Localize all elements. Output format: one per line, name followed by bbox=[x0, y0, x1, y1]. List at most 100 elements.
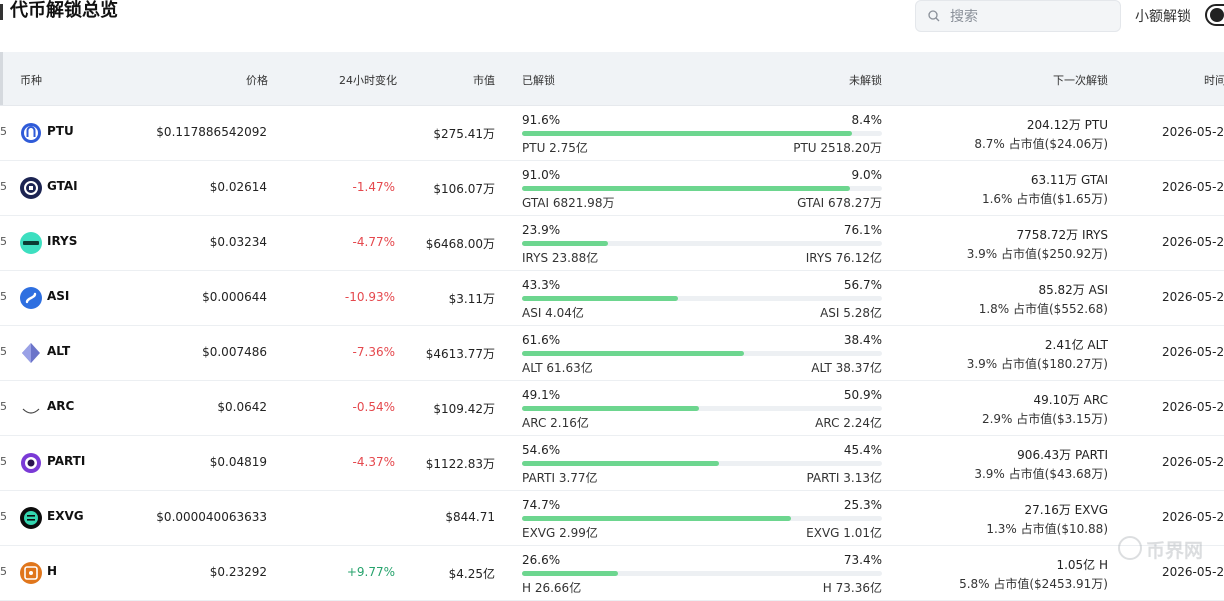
row-stub: 5 bbox=[0, 565, 7, 578]
locked-percent: 50.9% bbox=[843, 388, 882, 402]
unlock-time: 2026-05-25 bbox=[1162, 455, 1224, 469]
parti-logo-icon bbox=[20, 452, 42, 474]
change-24h: -4.37% bbox=[352, 455, 395, 469]
unlocked-amount: PARTI 3.77亿 bbox=[522, 471, 598, 485]
coin-symbol[interactable]: EXVG bbox=[47, 509, 84, 523]
locked-amount: EXVG 1.01亿 bbox=[806, 526, 882, 540]
ptu-logo-icon bbox=[20, 122, 42, 144]
unlock-progress-bar bbox=[522, 461, 882, 466]
locked-amount: H 73.36亿 bbox=[822, 581, 882, 595]
coin-symbol[interactable]: GTAI bbox=[47, 179, 78, 193]
locked-amount: PARTI 3.13亿 bbox=[806, 471, 882, 485]
market-cap: $106.07万 bbox=[433, 182, 495, 196]
market-cap: $6468.00万 bbox=[425, 237, 495, 251]
locked-amount: IRYS 76.12亿 bbox=[805, 251, 882, 265]
unlocked-percent: 54.6% bbox=[522, 443, 561, 457]
table-row[interactable]: 5 ASI $0.000644 -10.93% $3.11万 43.3% 56.… bbox=[0, 271, 1224, 326]
unlocked-percent: 74.7% bbox=[522, 498, 561, 512]
unlock-progress-bar bbox=[522, 351, 882, 356]
table-row[interactable]: 5 ALT $0.007486 -7.36% $4613.77万 61.6% 3… bbox=[0, 326, 1224, 381]
coin-symbol[interactable]: ALT bbox=[47, 344, 71, 358]
unlock-progress-fill bbox=[522, 571, 618, 576]
search-icon bbox=[928, 10, 940, 22]
unlocked-amount: ARC 2.16亿 bbox=[522, 416, 589, 430]
market-cap: $4613.77万 bbox=[425, 347, 495, 361]
irys-logo-icon bbox=[20, 232, 42, 254]
unlocked-percent: 49.1% bbox=[522, 388, 561, 402]
locked-amount: ALT 38.37亿 bbox=[811, 361, 882, 375]
row-stub: 5 bbox=[0, 345, 7, 358]
table-row[interactable]: 5 EXVG $0.000040063633 $844.71 74.7% 25.… bbox=[0, 491, 1224, 546]
small-unlock-toggle[interactable] bbox=[1205, 4, 1224, 26]
unlock-time: 2026-05-25 bbox=[1162, 125, 1224, 139]
coin-symbol[interactable]: PARTI bbox=[47, 454, 86, 468]
coin-symbol[interactable]: PTU bbox=[47, 124, 74, 138]
unlocked-amount: PTU 2.75亿 bbox=[522, 141, 588, 155]
table-row[interactable]: 5 ARC $0.0642 -0.54% $109.42万 49.1% 50.9… bbox=[0, 381, 1224, 436]
change-24h: -10.93% bbox=[344, 290, 395, 304]
unlock-progress-bar bbox=[522, 406, 882, 411]
change-24h: -7.36% bbox=[352, 345, 395, 359]
table-row[interactable]: 5 IRYS $0.03234 -4.77% $6468.00万 23.9% 7… bbox=[0, 216, 1224, 271]
market-cap: $4.25亿 bbox=[448, 567, 495, 581]
col-market-cap[interactable]: 市值 bbox=[473, 74, 495, 87]
next-unlock-amount: 49.10万 ARC bbox=[1033, 393, 1109, 407]
search-input[interactable] bbox=[948, 5, 1112, 29]
change-24h: -1.47% bbox=[352, 180, 395, 194]
col-next-unlock[interactable]: 下一次解锁 bbox=[1053, 74, 1108, 87]
price: $0.03234 bbox=[209, 235, 267, 249]
table-row[interactable]: 5 PARTI $0.04819 -4.37% $1122.83万 54.6% … bbox=[0, 436, 1224, 491]
exvg-logo-icon bbox=[20, 507, 42, 529]
unlocked-percent: 91.0% bbox=[522, 168, 561, 182]
coin-symbol[interactable]: H bbox=[47, 564, 58, 578]
table-row[interactable]: 5 PTU $0.117886542092 $275.41万 91.6% 8.4… bbox=[0, 106, 1224, 161]
market-cap: $1122.83万 bbox=[425, 457, 495, 471]
col-coin[interactable]: 币种 bbox=[20, 74, 42, 87]
col-price[interactable]: 价格 bbox=[246, 74, 268, 87]
table-row[interactable]: 5 H $0.23292 +9.77% $4.25亿 26.6% 73.4% H… bbox=[0, 546, 1224, 601]
unlocked-amount: EXVG 2.99亿 bbox=[522, 526, 598, 540]
row-stub: 5 bbox=[0, 180, 7, 193]
unlock-progress-fill bbox=[522, 186, 850, 191]
watermark: 币界网 bbox=[1118, 534, 1218, 566]
coin-symbol[interactable]: ASI bbox=[47, 289, 70, 303]
unlock-progress-bar bbox=[522, 571, 882, 576]
price: $0.23292 bbox=[209, 565, 267, 579]
left-edge bbox=[0, 52, 3, 105]
title-accent-bar bbox=[0, 4, 3, 20]
next-unlock-share: 3.9% 占市值($180.27万) bbox=[966, 357, 1108, 371]
next-unlock-share: 2.9% 占市值($3.15万) bbox=[981, 412, 1108, 426]
unlock-progress-bar bbox=[522, 131, 882, 136]
watermark-coin-icon bbox=[1118, 536, 1142, 560]
unlock-time: 2026-05-25 bbox=[1162, 400, 1224, 414]
unlock-progress-fill bbox=[522, 351, 744, 356]
price: $0.117886542092 bbox=[156, 125, 267, 139]
col-time[interactable]: 时间 bbox=[1204, 74, 1224, 87]
row-stub: 5 bbox=[0, 455, 7, 468]
search-box[interactable] bbox=[915, 0, 1121, 32]
unlocked-percent: 23.9% bbox=[522, 223, 561, 237]
locked-percent: 8.4% bbox=[851, 113, 883, 127]
locked-amount: ARC 2.24亿 bbox=[815, 416, 882, 430]
market-cap: $844.71 bbox=[445, 510, 495, 524]
next-unlock-share: 5.8% 占市值($2453.91万) bbox=[959, 577, 1108, 591]
next-unlock-amount: 204.12万 PTU bbox=[1026, 118, 1108, 132]
small-unlock-label: 小额解锁 bbox=[1135, 9, 1191, 25]
change-24h: -0.54% bbox=[352, 400, 395, 414]
unlock-progress-fill bbox=[522, 131, 852, 136]
coin-symbol[interactable]: IRYS bbox=[47, 234, 78, 248]
coin-symbol[interactable]: ARC bbox=[47, 399, 75, 413]
unlock-progress-bar bbox=[522, 241, 882, 246]
price: $0.000040063633 bbox=[156, 510, 267, 524]
arc-logo-icon bbox=[20, 397, 42, 419]
locked-percent: 56.7% bbox=[843, 278, 882, 292]
market-cap: $109.42万 bbox=[433, 402, 495, 416]
change-24h: +9.77% bbox=[346, 565, 395, 579]
col-locked[interactable]: 未解锁 bbox=[849, 74, 882, 87]
market-cap: $275.41万 bbox=[433, 127, 495, 141]
table-row[interactable]: 5 GTAI $0.02614 -1.47% $106.07万 91.0% 9.… bbox=[0, 161, 1224, 216]
col-24h-change[interactable]: 24小时变化 bbox=[339, 74, 397, 87]
price: $0.02614 bbox=[209, 180, 267, 194]
unlock-progress-fill bbox=[522, 296, 678, 301]
col-unlocked[interactable]: 已解锁 bbox=[522, 74, 555, 87]
